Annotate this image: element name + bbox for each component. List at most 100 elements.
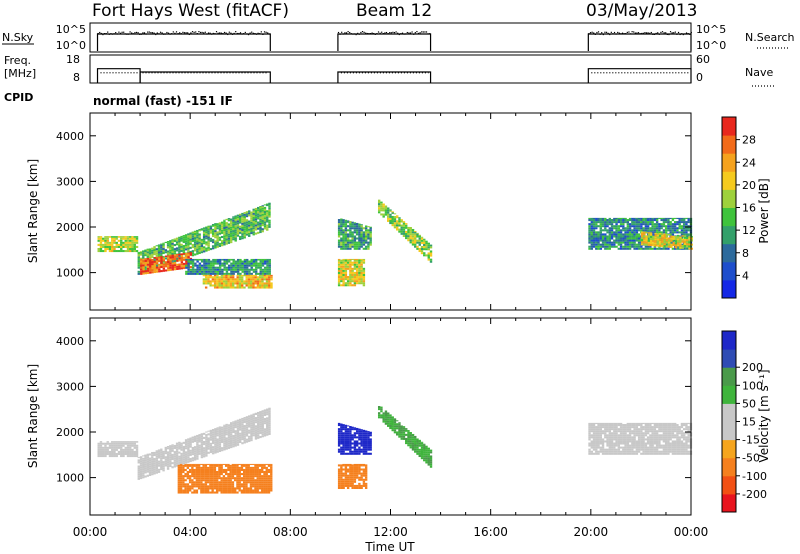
echo-cell [207,266,211,269]
echo-cell [337,470,341,473]
echo-cell [231,286,235,289]
echo-cell [346,239,350,242]
colorbar-swatch [722,279,736,299]
echo-cell [139,462,143,465]
echo-cell [193,435,197,438]
echo-cell [259,258,262,261]
echo-cell [340,442,343,445]
echo-cell [386,412,390,415]
echo-cell [588,448,591,451]
echo-cell [377,203,381,206]
echo-cell [171,264,175,267]
echo-cell [268,258,271,261]
echo-cell [195,470,199,474]
echo-cell [148,254,152,257]
echo-cell [160,248,163,251]
echo-cell [153,270,157,274]
echo-cell [213,280,217,283]
echo-cell [653,245,657,248]
echo-cell [617,227,621,230]
echo-cell [256,282,260,285]
nsky-tick-top-right: 10^5 [696,23,726,36]
echo-cell [355,486,359,490]
echo-cell [261,286,264,289]
echo-cell [360,450,363,453]
echo-cell [166,252,170,255]
echo-cell [214,451,217,454]
echo-cell [205,446,208,449]
nsky-point [150,31,152,34]
echo-cell [344,231,348,234]
echo-cell [353,464,357,467]
echo-cell [241,229,244,232]
echo-cell [99,241,103,244]
echo-cell [344,278,348,281]
echo-cell [420,245,424,249]
echo-cell [590,231,593,234]
echo-cell [252,477,255,480]
power-ylabel: Slant Range [km] [26,159,40,263]
echo-cell [259,284,262,287]
echo-cell [346,438,350,441]
echo-cell [247,282,251,285]
echo-cell [420,441,424,443]
echo-cell [617,239,621,242]
echo-cell [133,452,136,456]
echo-cell [337,432,341,435]
echo-cell [353,470,357,473]
echo-cell [263,215,267,218]
nsky-point [663,32,665,34]
echo-cell [633,237,636,240]
nsky-point [685,32,688,34]
echo-cell [362,227,366,230]
nsky-point [401,32,404,34]
echo-cell [364,225,368,228]
echo-cell [194,258,197,261]
echo-cell [255,258,258,261]
echo-cell [227,264,231,267]
echo-cell [218,264,222,267]
echo-cell [369,434,372,437]
echo-cell [254,470,257,474]
echo-cell [687,221,690,224]
echo-cell [595,444,598,447]
echo-cell [146,259,150,262]
echo-cell [254,412,258,414]
echo-cell [193,435,197,437]
echo-cell [229,485,232,488]
echo-cell [243,272,247,275]
echo-cell [142,262,145,265]
echo-cell [229,473,232,476]
echo-cell [218,282,221,285]
echo-cell [351,276,354,279]
echo-cell [209,475,212,478]
echo-cell [184,463,187,465]
echo-cell [111,450,114,453]
nsearch-label: N.Search [745,31,795,44]
echo-cell [182,470,185,474]
echo-cell [346,474,350,477]
echo-cell [229,481,232,484]
echo-cell [414,245,417,248]
echo-cell [193,232,197,236]
echo-cell [213,463,217,465]
echo-cell [153,260,157,263]
echo-cell [362,276,366,279]
echo-cell [688,239,691,242]
echo-cell [225,228,228,231]
echo-cell [362,247,366,250]
echo-cell [193,440,197,443]
echo-cell [595,243,598,246]
echo-cell [405,429,408,432]
echo-cell [678,223,681,226]
echo-cell [613,225,616,228]
echo-cell [196,445,199,448]
echo-cell [685,245,689,248]
nsky-point [393,31,396,34]
echo-cell [99,243,103,246]
nsky-point [124,33,126,35]
echo-cell [259,206,262,209]
echo-cell [590,223,593,226]
echo-cell [254,276,257,279]
echo-cell [131,444,134,447]
